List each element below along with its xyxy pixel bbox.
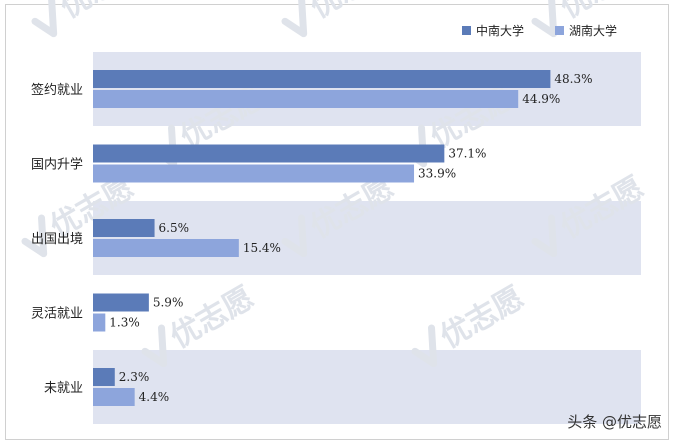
watermark: 优志愿 (281, 0, 400, 38)
footer-credit: 头条 @优志愿 (567, 413, 662, 431)
watermark-check-icon (281, 214, 308, 258)
watermark: 优志愿 (31, 0, 150, 38)
category-label: 国内升学 (31, 157, 83, 173)
legend-label: 中南大学 (476, 23, 524, 38)
value-label: 44.9% (522, 92, 560, 106)
watermark-text: 优志愿 (434, 280, 529, 355)
labels-layer: 48.3% 44.9% 签约就业 37.1% 33.9% 国内升学 6.5% 15.4% 出国出… (31, 72, 593, 404)
value-label: 5.9% (153, 296, 184, 310)
value-label: 33.9% (418, 167, 456, 181)
bars-layer (93, 70, 551, 406)
watermark-text: 优志愿 (54, 0, 149, 25)
value-label: 48.3% (554, 72, 592, 86)
value-label: 1.3% (109, 316, 140, 330)
category-label: 灵活就业 (31, 307, 83, 322)
watermark-check-icon (411, 324, 438, 368)
legend: 中南大学 湖南大学 (462, 23, 617, 38)
category-band (93, 350, 641, 424)
watermark-check-icon (141, 324, 168, 368)
bar-series2 (93, 239, 239, 257)
bar-series2 (93, 388, 135, 406)
value-label: 15.4% (243, 241, 281, 255)
legend-swatch (462, 26, 471, 35)
bar-series1 (93, 70, 551, 88)
legend-label: 湖南大学 (569, 23, 617, 38)
bar-series1 (93, 368, 115, 386)
watermark-check-icon (531, 214, 558, 258)
category-label: 未就业 (44, 381, 83, 396)
category-label: 签约就业 (31, 82, 83, 98)
watermark-check-icon (531, 0, 558, 38)
bar-series1 (93, 144, 445, 163)
watermark-text: 优志愿 (304, 0, 399, 25)
value-label: 2.3% (119, 370, 150, 384)
bar-series1 (93, 293, 149, 312)
bar-series1 (93, 219, 155, 237)
watermark-check-icon (31, 0, 58, 38)
watermark-check-icon (21, 214, 48, 258)
bar-series2 (93, 313, 106, 332)
watermark-text: 优志愿 (554, 0, 649, 25)
legend-swatch (555, 26, 564, 35)
watermark-text: 优志愿 (164, 280, 259, 355)
watermark-check-icon (281, 0, 308, 38)
category-band (93, 52, 641, 126)
value-label: 37.1% (448, 147, 486, 161)
bar-series2 (93, 90, 519, 108)
bar-series2 (93, 164, 415, 183)
value-label: 6.5% (159, 221, 190, 235)
category-label: 出国出境 (31, 232, 83, 247)
value-label: 4.4% (139, 390, 170, 404)
